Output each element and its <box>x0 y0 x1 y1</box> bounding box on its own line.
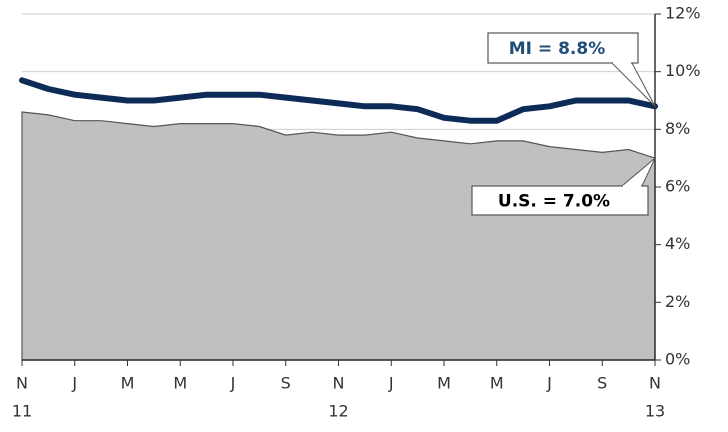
x-tick-label: M <box>490 374 504 393</box>
x-year-label: 12 <box>328 402 348 421</box>
y-tick-label: 12% <box>665 4 701 23</box>
data-label: MI = 8.8% <box>509 39 605 59</box>
x-tick-label: J <box>71 374 77 393</box>
line <box>19 77 658 124</box>
x-tick-label: J <box>230 374 236 393</box>
x-year-label: 13 <box>645 402 665 421</box>
x-tick-label: J <box>546 374 552 393</box>
y-tick-label: 6% <box>665 177 690 196</box>
y-tick-label: 8% <box>665 119 690 138</box>
x-tick-label: S <box>281 374 291 393</box>
x-tick-label: J <box>388 374 394 393</box>
callout-box <box>487 32 639 64</box>
callout-box <box>471 185 649 216</box>
x-tick-label: N <box>16 374 28 393</box>
y-tick-label: 2% <box>665 292 690 311</box>
series-layer <box>19 77 658 361</box>
x-tick-label: M <box>173 374 187 393</box>
x-tick-label: N <box>649 374 661 393</box>
x-tick-label: N <box>333 374 345 393</box>
data-label: U.S. = 7.0% <box>498 192 610 212</box>
x-year-label: 11 <box>12 402 32 421</box>
x-tick-label: M <box>437 374 451 393</box>
y-tick-label: 0% <box>665 350 690 369</box>
y-tick-label: 4% <box>665 234 690 253</box>
x-tick-label: M <box>121 374 135 393</box>
x-tick-label: S <box>597 374 607 393</box>
area <box>21 111 656 361</box>
y-tick-label: 10% <box>665 61 701 80</box>
